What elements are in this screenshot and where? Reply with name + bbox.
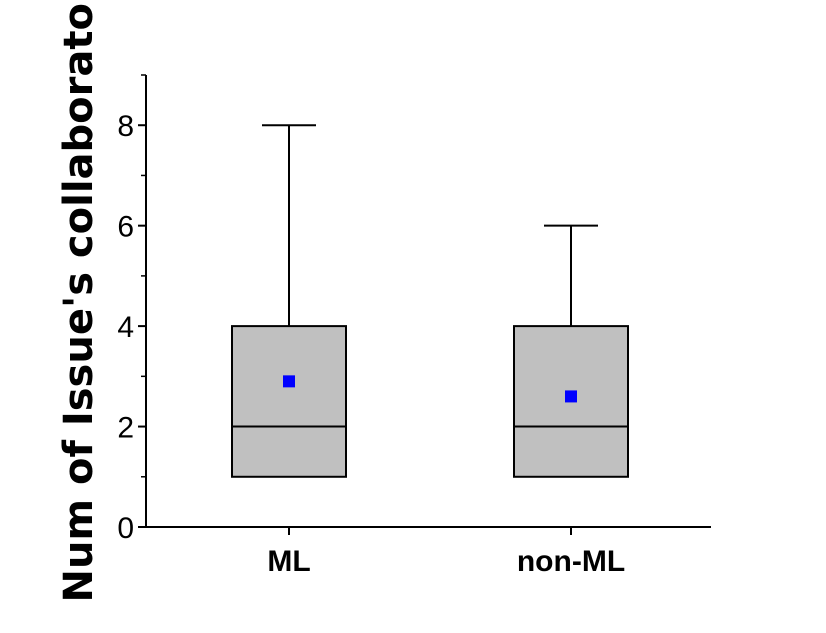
x-category-label-0: ML [267,545,310,578]
mean-marker-1 [565,390,577,403]
mean-marker-0 [283,375,295,388]
y-tick-label-8: 8 [117,110,134,143]
box-group-1 [513,224,629,478]
y-tick-label-6: 6 [117,211,134,244]
x-category-label-1: non-ML [517,545,625,578]
y-tick-label-0: 0 [117,512,134,545]
box-0 [231,325,347,478]
plot-area [231,124,629,478]
x-axis: ML non-ML [146,526,711,578]
y-tick-label-4: 4 [117,311,134,344]
y-tick-label-2: 2 [117,412,134,445]
box-group-0 [231,124,347,478]
y-axis-title: Num of Issue's collaborators [56,0,102,603]
y-axis: 0 2 4 6 8 [117,74,147,545]
